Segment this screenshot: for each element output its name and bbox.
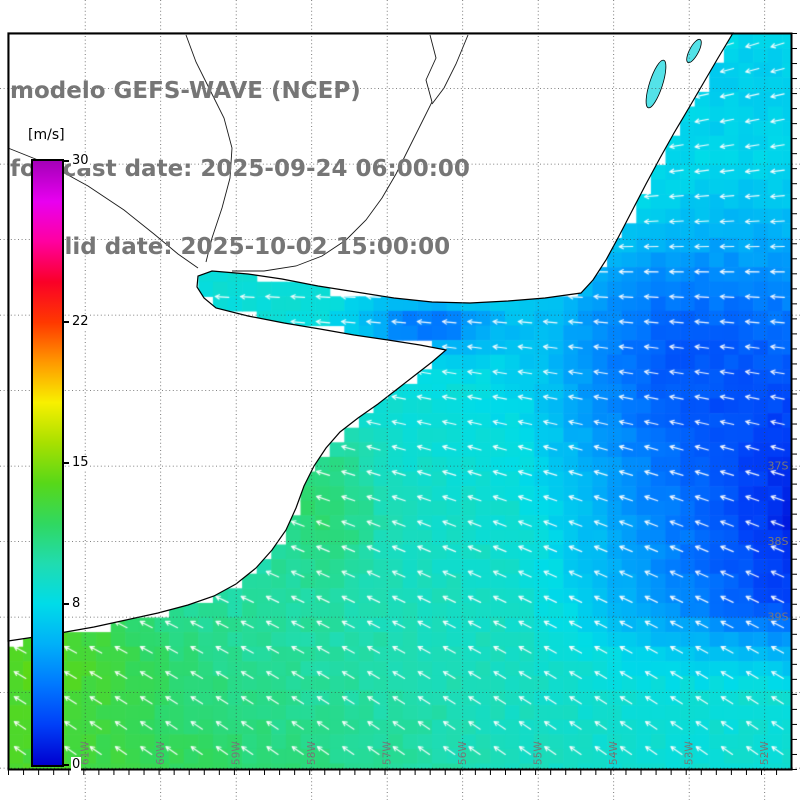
longitude-label: 60W (155, 741, 167, 765)
colorbar-tick-mark (63, 602, 69, 605)
colorbar-tick-mark (63, 462, 69, 464)
colorbar-tick-mark (63, 321, 69, 324)
longitude-label: 61W (80, 741, 92, 765)
colorbar-tick-label: 15 (71, 455, 90, 470)
land-coastline (7, 32, 735, 642)
colorbar-tick-mark (63, 160, 69, 162)
latitude-label: 39S (768, 611, 789, 624)
longitude-label: 55W (533, 741, 545, 765)
colorbar-units-label: [m/s] (26, 127, 67, 143)
lagoon-shape (686, 38, 702, 64)
longitude-label: 57W (382, 741, 394, 765)
colorbar-tick-label: 8 (71, 595, 82, 611)
colorbar-tick-label: 22 (71, 314, 90, 330)
longitude-label: 52W (759, 741, 771, 765)
colorbar-tick-label: 0 (71, 757, 82, 772)
colorbar-tick-label: 30 (71, 153, 90, 168)
lagoon-shape (645, 59, 667, 109)
longitude-label: 56W (457, 741, 469, 765)
colorbar: [m/s] 30 22 15 8 0 (0, 0, 110, 800)
latitude-label: 38S (768, 535, 789, 548)
latitude-label: 37S (768, 460, 789, 473)
colorbar-gradient (31, 159, 64, 767)
river-line (431, 34, 469, 105)
longitude-label: 58W (306, 741, 318, 765)
model-name: modelo GEFS-WAVE (NCEP) (10, 78, 361, 104)
longitude-label: 53W (684, 741, 696, 765)
colorbar-tick-mark (63, 764, 69, 766)
map-frame (7, 32, 793, 771)
longitude-label: 54W (608, 741, 620, 765)
valid-date: valid date: 2025-10-02 15:00:00 (10, 234, 451, 260)
longitude-label: 59W (231, 741, 243, 765)
river-line (185, 34, 233, 263)
river-line (232, 34, 437, 272)
